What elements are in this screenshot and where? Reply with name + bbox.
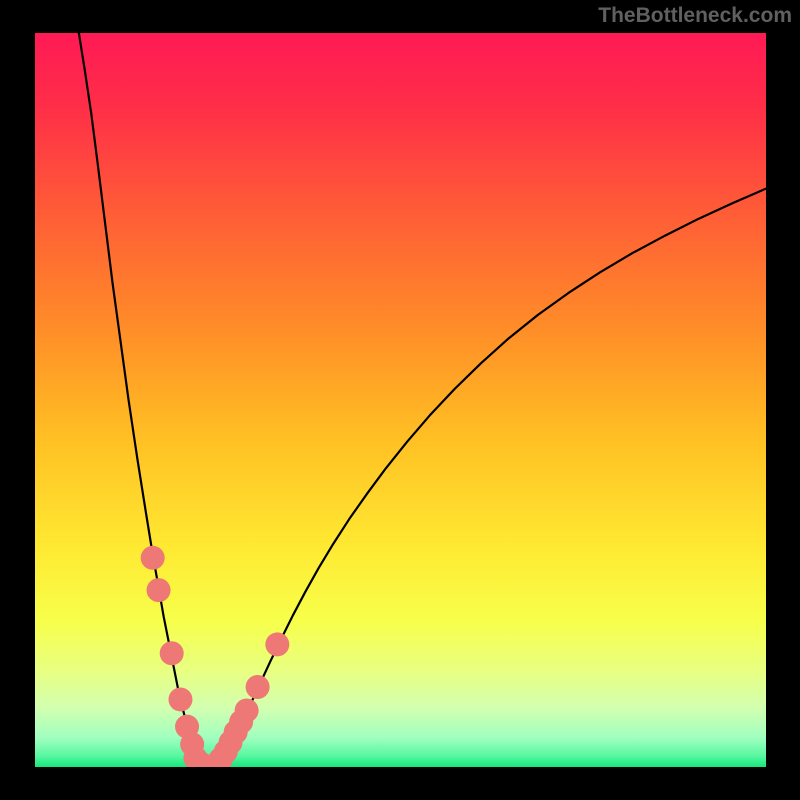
data-marker (141, 546, 165, 570)
data-marker (265, 632, 289, 656)
data-marker (168, 687, 192, 711)
gradient-background (35, 33, 766, 767)
chart-root: TheBottleneck.com (0, 0, 800, 800)
watermark-text: TheBottleneck.com (598, 4, 792, 28)
data-marker (235, 698, 259, 722)
bottleneck-chart (35, 33, 766, 767)
data-marker (160, 641, 184, 665)
data-marker (147, 578, 171, 602)
data-marker (246, 675, 270, 699)
